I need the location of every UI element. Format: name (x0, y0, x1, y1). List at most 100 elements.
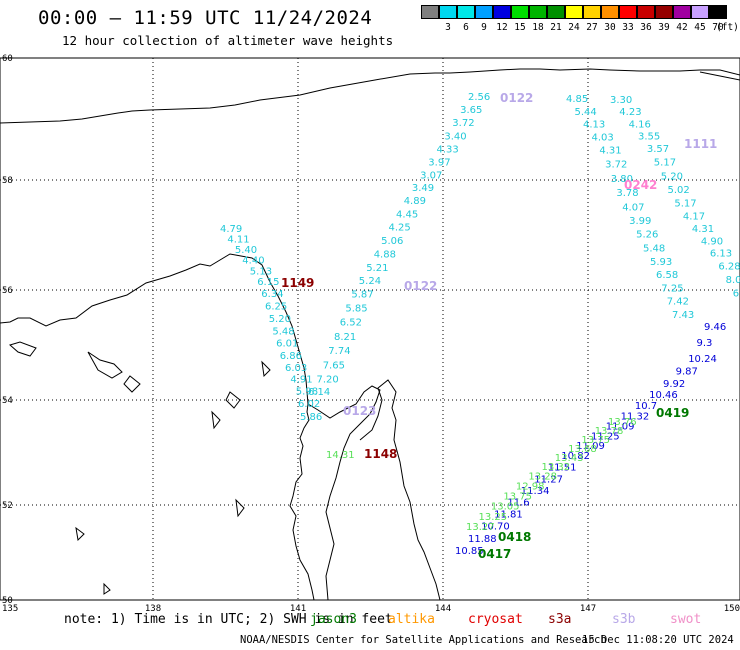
wave-height-value: 5.86 (300, 412, 322, 423)
wave-height-value: 3.07 (420, 170, 442, 181)
legend-label: 33 (622, 22, 634, 33)
wave-height-value: 6.02 (298, 399, 320, 410)
wave-height-value: 4.31 (692, 224, 714, 235)
lon-tick-label: 144 (435, 604, 451, 614)
wave-height-value: 4.03 (592, 132, 614, 143)
axis-labels: 135 138 141 144 147 150 60 58 56 54 52 50 (2, 54, 740, 614)
legend-label: 6 (463, 22, 469, 33)
legend-swatch (439, 5, 457, 19)
wave-height-value: 3.40 (444, 131, 466, 142)
wave-height-value: 5.85 (345, 304, 367, 315)
legend-swatch (709, 5, 727, 19)
legend-swatch (637, 5, 655, 19)
coastline-gulf (307, 385, 381, 601)
wave-height-value: 4.88 (374, 249, 396, 260)
legend-label: 21 (550, 22, 562, 33)
wave-height-value: 5.87 (351, 290, 373, 301)
legend-swatch (565, 5, 583, 19)
legend-swatch (691, 5, 709, 19)
wave-height-value: 11.81 (494, 510, 523, 521)
wave-height-value: 4.16 (629, 119, 651, 130)
satellite-cryosat: cryosat (468, 612, 523, 627)
wave-height-value: 6.52 (340, 318, 362, 329)
wave-height-value: 4.85 (566, 94, 588, 105)
pass-time-label: 0122 (404, 279, 437, 293)
legend-label: 39 (658, 22, 670, 33)
legend-swatch (601, 5, 619, 19)
wave-height-value: 5.48 (272, 326, 294, 337)
legend-label: 27 (586, 22, 598, 33)
wave-height-value: 11.6 (507, 498, 529, 509)
pass-time-label: 0417 (478, 547, 511, 561)
legend-label: 18 (532, 22, 544, 33)
wave-height-value: 6.28 (718, 261, 740, 272)
wave-height-value: 13.27 (466, 522, 495, 533)
legend-swatch (619, 5, 637, 19)
satellite-s3b: s3b (612, 612, 636, 627)
satellite-swot: swot (670, 612, 702, 627)
wave-height-value: 3.99 (629, 216, 651, 227)
wave-height-value: 10.85 (455, 546, 484, 557)
lon-tick-label: 141 (290, 604, 306, 614)
wave-height-value: 3.30 (610, 95, 632, 106)
wave-height-value: 4.33 (437, 144, 459, 155)
lon-tick-label: 147 (580, 604, 596, 614)
map-subtitle: 12 hour collection of altimeter wave hei… (62, 33, 394, 48)
lon-tick-label: 138 (145, 604, 161, 614)
wave-height-value: 6.14 (308, 387, 330, 398)
lat-tick-label: 52 (2, 501, 13, 511)
wave-height-value: 3.72 (605, 160, 627, 171)
wave-height-value: 4.07 (622, 202, 644, 213)
wave-height-value: 3.97 (428, 157, 450, 168)
legend-label: 12 (496, 22, 508, 33)
wave-height-value: 6.13 (710, 249, 732, 260)
wave-height-value: 6.34 (261, 289, 283, 300)
wave-height-value: 6.15 (257, 277, 279, 288)
legend-label: 24 (568, 22, 580, 33)
wave-height-value: 5.93 (650, 257, 672, 268)
lat-tick-label: 60 (2, 54, 13, 64)
wave-height-value: 4.79 (220, 224, 242, 235)
pass-time-label: 0242 (624, 178, 657, 192)
coastline-west (0, 253, 315, 601)
legend-label: 15 (514, 22, 526, 33)
satellite-jason3: jason3 (310, 612, 357, 627)
wave-height-value: 11.51 (548, 463, 577, 474)
wave-height-value: 9.46 (704, 322, 726, 333)
legend-label: 36 (640, 22, 652, 33)
coastline-islands-west (8, 341, 271, 595)
wave-height-value: 7.42 (667, 297, 689, 308)
pass-time-label: 0419 (656, 406, 689, 420)
wave-height-value: 9.3 (697, 338, 713, 349)
generated-timestamp: 15 Dec 11:08:20 UTC 2024 (582, 634, 734, 646)
wave-height-value: 3.80 (611, 174, 633, 185)
wave-height-value: 8.00 (726, 275, 740, 286)
wave-height-value: 4.25 (389, 223, 411, 234)
wave-height-value: 10.24 (688, 354, 717, 365)
wave-height-value: 4.13 (583, 120, 605, 131)
wave-height-value: 9.92 (663, 379, 685, 390)
wave-height-value: 4.89 (404, 196, 426, 207)
wave-height-value: 12.98 (516, 482, 545, 493)
wave-height-value: 4.45 (396, 209, 418, 220)
wave-height-value: 13.78 (595, 426, 624, 437)
legend-swatch (547, 5, 565, 19)
wave-height-value: 11.27 (534, 474, 563, 485)
wave-height-value: 13.43 (555, 453, 584, 464)
satellite-altika: altika (388, 612, 435, 627)
legend-swatch (655, 5, 673, 19)
wave-height-value: 13.68 (568, 444, 597, 455)
coastline (0, 68, 740, 601)
wave-height-value: 10.70 (481, 522, 510, 533)
pass-time-label: 0123 (343, 404, 376, 418)
legend-unit: (ft) (716, 22, 739, 33)
wave-height-value: 5.24 (359, 276, 381, 287)
wave-height-value: 2.56 (468, 92, 490, 103)
wave-height-value: 5.48 (643, 243, 665, 254)
legend-label: 3 (445, 22, 451, 33)
coastline-mainland (0, 68, 740, 124)
lat-tick-label: 58 (2, 176, 13, 186)
wave-height-value: 4.31 (599, 145, 621, 156)
pass-time-label: 0122 (500, 91, 533, 105)
legend-label: 30 (604, 22, 616, 33)
